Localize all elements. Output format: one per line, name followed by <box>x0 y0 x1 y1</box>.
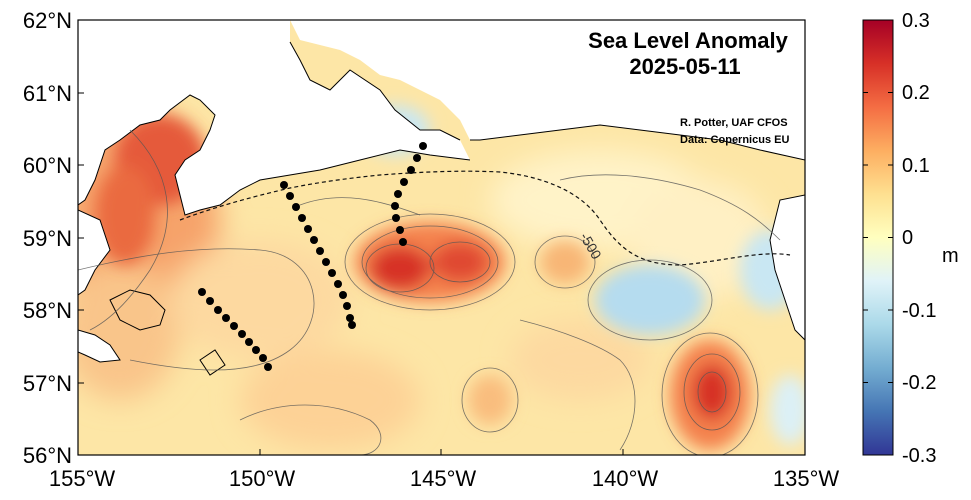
y-tick-label: 62°N <box>23 8 72 33</box>
data-source: Data: Copernicus EU <box>680 134 789 146</box>
x-tick-label: 135°W <box>773 466 840 491</box>
colorbar-tick-label: 0.3 <box>902 10 930 32</box>
map-date: 2025-05-11 <box>629 54 740 79</box>
station-lines <box>198 142 427 371</box>
y-tick-label: 61°N <box>23 81 72 106</box>
colorbar-tick-label: 0.1 <box>902 155 930 177</box>
y-tick-label: 59°N <box>23 226 72 251</box>
station-line-kodiak <box>198 288 272 371</box>
y-tick-label: 57°N <box>23 371 72 396</box>
colorbar-tick-label: -0.3 <box>902 445 936 467</box>
station-line-seward <box>280 181 356 329</box>
colorbar-tick-label: -0.2 <box>902 372 936 394</box>
x-tick-label: 155°W <box>49 466 116 491</box>
map-title: Sea Level Anomaly <box>588 28 788 53</box>
colorbar-tick-label: 0 <box>902 227 913 249</box>
x-tick-label: 145°W <box>410 466 477 491</box>
station-line-middleton <box>391 142 427 246</box>
colorbar-unit: m <box>942 245 959 267</box>
colorbar-labels: 0.3 0.2 0.1 0 -0.1 -0.2 -0.3 <box>902 10 936 467</box>
isobath-500m <box>179 170 791 266</box>
x-axis-labels: 155°W 150°W 145°W 140°W 135°W <box>49 466 840 491</box>
author-credit: R. Potter, UAF CFOS <box>680 117 788 129</box>
y-tick-label: 58°N <box>23 298 72 323</box>
axis-ticks <box>77 19 806 456</box>
x-tick-label: 140°W <box>592 466 659 491</box>
coastline <box>78 41 805 376</box>
y-tick-label: 60°N <box>23 153 72 178</box>
colorbar-ticks <box>863 19 893 456</box>
anomaly-field: -500 <box>78 20 805 455</box>
contour-lines <box>78 129 781 455</box>
colorbar-tick-label: 0.2 <box>902 82 930 104</box>
y-tick-label: 56°N <box>23 443 72 468</box>
land-masses <box>78 20 805 362</box>
colorbar-tick-label: -0.1 <box>902 300 936 322</box>
y-axis-labels: 62°N 61°N 60°N 59°N 58°N 57°N 56°N <box>23 8 72 468</box>
x-tick-label: 150°W <box>229 466 296 491</box>
